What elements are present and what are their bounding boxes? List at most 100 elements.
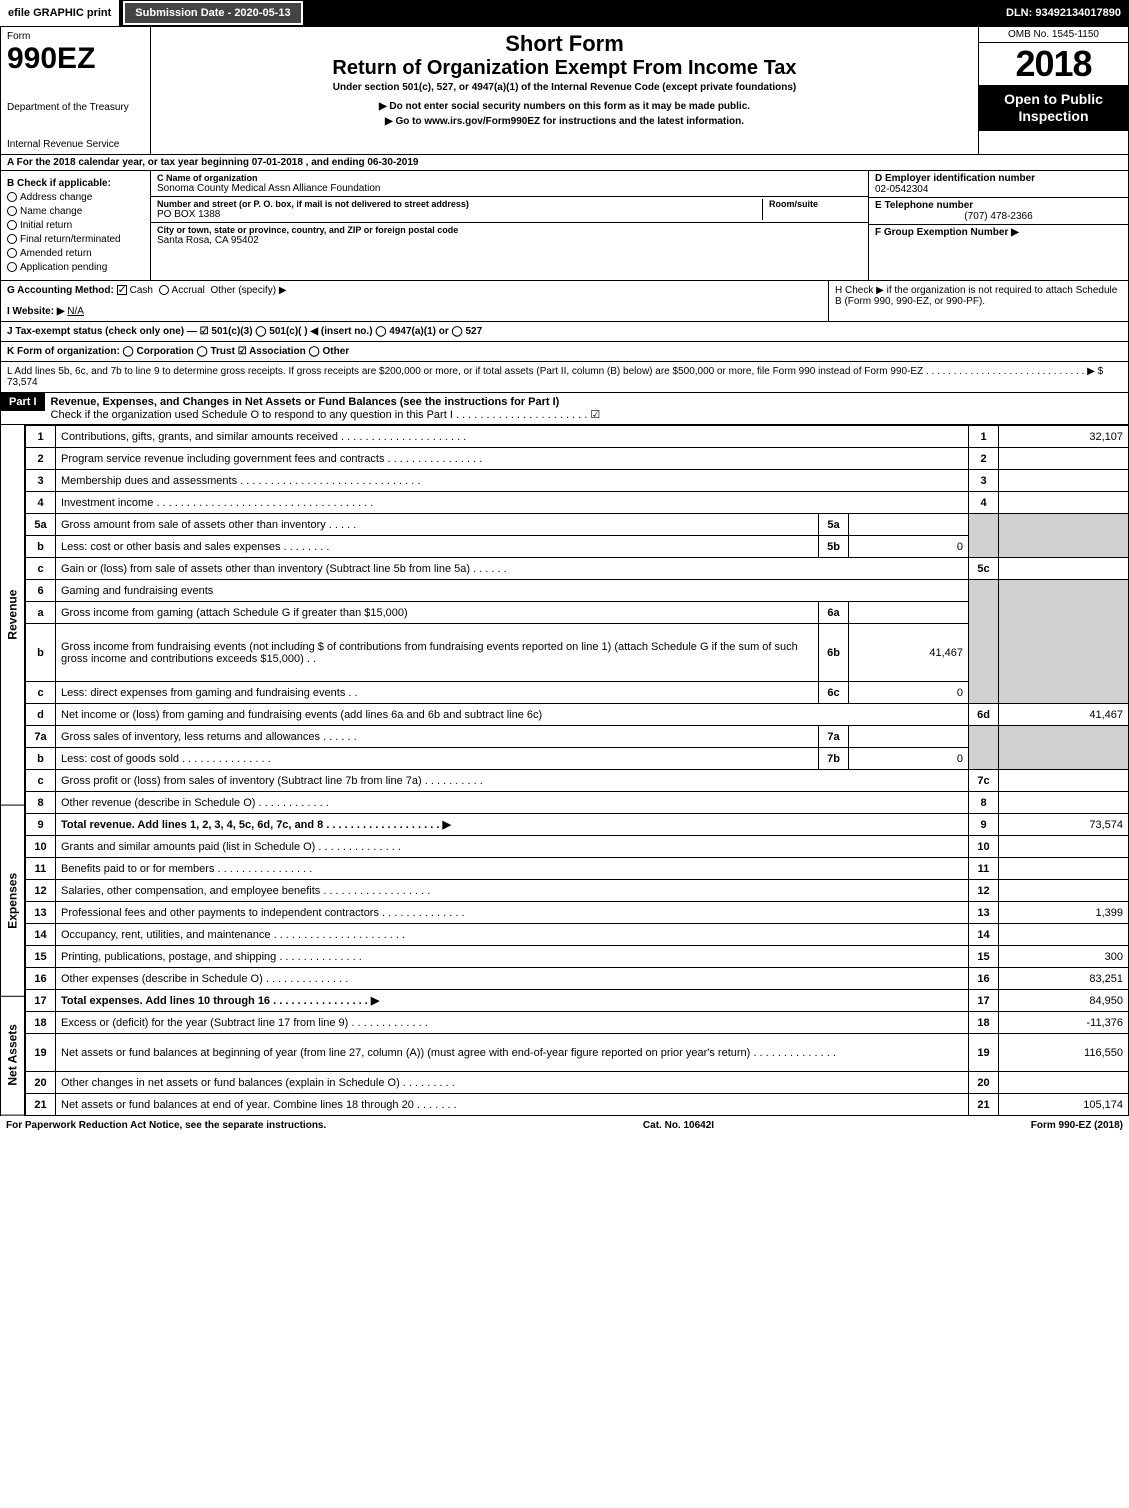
line-18-desc: Excess or (deficit) for the year (Subtra…: [56, 1012, 969, 1034]
line-5c-box: 5c: [969, 558, 999, 580]
org-city: Santa Rosa, CA 95402: [157, 235, 862, 246]
accrual-radio[interactable]: [159, 285, 169, 295]
line-6a-num: a: [26, 602, 56, 624]
line-2-desc: Program service revenue including govern…: [56, 448, 969, 470]
tax-year: 2018: [979, 43, 1128, 85]
header-left: Form 990EZ Department of the Treasury In…: [1, 27, 151, 154]
line-11: 11 Benefits paid to or for members . . .…: [26, 858, 1129, 880]
g-h-row: G Accounting Method: Cash Accrual Other …: [0, 281, 1129, 322]
line-14-box: 14: [969, 924, 999, 946]
f-label: F Group Exemption Number ▶: [875, 227, 1019, 238]
line-20: 20 Other changes in net assets or fund b…: [26, 1072, 1129, 1094]
footer-center: Cat. No. 10642I: [643, 1120, 714, 1131]
line-7a-num: 7a: [26, 726, 56, 748]
line-5b-subamt: 0: [849, 536, 969, 558]
page-footer: For Paperwork Reduction Act Notice, see …: [0, 1116, 1129, 1135]
department-label: Department of the Treasury: [7, 102, 144, 113]
line-1: 1 Contributions, gifts, grants, and simi…: [26, 426, 1129, 448]
line-20-amt: [999, 1072, 1129, 1094]
line-5a-sub: 5a: [819, 514, 849, 536]
line-18-num: 18: [26, 1012, 56, 1034]
line-11-box: 11: [969, 858, 999, 880]
tax-period-row: A For the 2018 calendar year, or tax yea…: [0, 155, 1129, 171]
j-tax-exempt-status: J Tax-exempt status (check only one) — ☑…: [0, 322, 1129, 342]
line-6d-desc: Net income or (loss) from gaming and fun…: [56, 704, 969, 726]
id-box: D Employer identification number 02-0542…: [868, 171, 1128, 280]
header-right: OMB No. 1545-1150 2018 Open to Public In…: [978, 27, 1128, 154]
dln-number: DLN: 93492134017890: [1006, 7, 1129, 19]
line-6b: b Gross income from fundraising events (…: [26, 624, 1129, 682]
form-title: Return of Organization Exempt From Incom…: [161, 57, 968, 80]
instructions-link[interactable]: ▶ Go to www.irs.gov/Form990EZ for instru…: [161, 116, 968, 127]
line-5c-num: c: [26, 558, 56, 580]
line-3-desc: Membership dues and assessments . . . . …: [56, 470, 969, 492]
line-1-box: 1: [969, 426, 999, 448]
c-label: C Name of organization: [157, 173, 862, 183]
line-7a: 7a Gross sales of inventory, less return…: [26, 726, 1129, 748]
section-b-checks: B Check if applicable: Address change Na…: [1, 171, 151, 280]
line-11-amt: [999, 858, 1129, 880]
line-3: 3 Membership dues and assessments . . . …: [26, 470, 1129, 492]
line-18-amt: -11,376: [999, 1012, 1129, 1034]
line-19-box: 19: [969, 1034, 999, 1072]
line-20-num: 20: [26, 1072, 56, 1094]
line-6-num: 6: [26, 580, 56, 602]
line-13-desc: Professional fees and other payments to …: [56, 902, 969, 924]
line-21: 21 Net assets or fund balances at end of…: [26, 1094, 1129, 1116]
line-12-box: 12: [969, 880, 999, 902]
open-to-public: Open to Public Inspection: [979, 85, 1128, 131]
line-7b-subamt: 0: [849, 748, 969, 770]
line-2-box: 2: [969, 448, 999, 470]
line-5c-desc: Gain or (loss) from sale of assets other…: [56, 558, 969, 580]
check-application-pending[interactable]: Application pending: [7, 262, 144, 273]
check-initial-return[interactable]: Initial return: [7, 220, 144, 231]
line-12-desc: Salaries, other compensation, and employ…: [56, 880, 969, 902]
form-subtitle: Under section 501(c), 527, or 4947(a)(1)…: [161, 82, 968, 93]
line-14: 14 Occupancy, rent, utilities, and maint…: [26, 924, 1129, 946]
irs-label: Internal Revenue Service: [7, 139, 144, 150]
accrual-label: Accrual: [172, 285, 205, 296]
line-8: 8 Other revenue (describe in Schedule O)…: [26, 792, 1129, 814]
line-15: 15 Printing, publications, postage, and …: [26, 946, 1129, 968]
line-4-amt: [999, 492, 1129, 514]
line-6: 6 Gaming and fundraising events: [26, 580, 1129, 602]
line-6c-num: c: [26, 682, 56, 704]
side-netassets: Net Assets: [1, 996, 24, 1116]
checks-header: B Check if applicable:: [7, 178, 144, 189]
other-label: Other (specify) ▶: [210, 285, 286, 296]
line-7b-sub: 7b: [819, 748, 849, 770]
line-21-num: 21: [26, 1094, 56, 1116]
line-6d: d Net income or (loss) from gaming and f…: [26, 704, 1129, 726]
cash-checkbox[interactable]: [117, 285, 127, 295]
line-1-amt: 32,107: [999, 426, 1129, 448]
part-1-label: Part I: [1, 393, 45, 411]
ein-row: D Employer identification number 02-0542…: [869, 171, 1128, 198]
line-5a-num: 5a: [26, 514, 56, 536]
line-15-amt: 300: [999, 946, 1129, 968]
line-3-box: 3: [969, 470, 999, 492]
city-row: City or town, state or province, country…: [151, 223, 868, 248]
line-16-amt: 83,251: [999, 968, 1129, 990]
line-11-desc: Benefits paid to or for members . . . . …: [56, 858, 969, 880]
line-10: 10 Grants and similar amounts paid (list…: [26, 836, 1129, 858]
line-9-desc: Total revenue. Add lines 1, 2, 3, 4, 5c,…: [56, 814, 969, 836]
line-15-desc: Printing, publications, postage, and shi…: [56, 946, 969, 968]
line-19: 19 Net assets or fund balances at beginn…: [26, 1034, 1129, 1072]
line-4-box: 4: [969, 492, 999, 514]
line-7c-num: c: [26, 770, 56, 792]
line-7a-desc: Gross sales of inventory, less returns a…: [56, 726, 819, 748]
efile-label: efile GRAPHIC print: [0, 0, 119, 26]
check-amended-return[interactable]: Amended return: [7, 248, 144, 259]
addr-label: Number and street (or P. O. box, if mail…: [157, 199, 762, 209]
period-label-a: A For the 2018 calendar year, or tax yea…: [7, 157, 249, 168]
line-7a-subamt: [849, 726, 969, 748]
line-6c-subamt: 0: [849, 682, 969, 704]
part-1-check: Check if the organization used Schedule …: [51, 409, 601, 421]
period-mid: , and ending: [306, 157, 365, 168]
line-18-box: 18: [969, 1012, 999, 1034]
check-address-change[interactable]: Address change: [7, 192, 144, 203]
e-label: E Telephone number: [875, 200, 1122, 211]
check-final-return[interactable]: Final return/terminated: [7, 234, 144, 245]
check-name-change[interactable]: Name change: [7, 206, 144, 217]
line-2-amt: [999, 448, 1129, 470]
